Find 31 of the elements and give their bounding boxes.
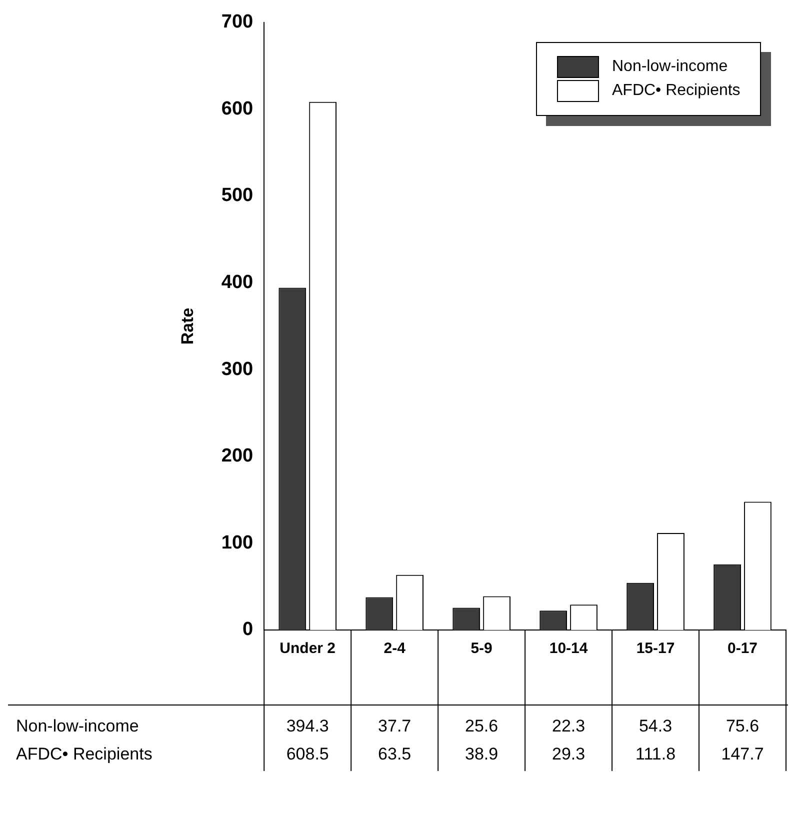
data-label: 25.6 (465, 716, 498, 736)
data-label: 37.7 (378, 716, 412, 736)
y-tick-label: 600 (221, 98, 254, 120)
x-tick-label: 2-4 (384, 640, 406, 658)
data-label: 63.5 (378, 744, 412, 764)
y-tick-label: 100 (221, 532, 254, 554)
x-tick-label: Under 2 (280, 640, 336, 658)
legend-label: AFDC• Recipients (612, 82, 740, 100)
x-tick-label: 15-17 (636, 640, 675, 658)
data-label: 75.6 (726, 716, 760, 736)
data-label: 147.7 (721, 744, 764, 764)
text: AFDC• Recipients (16, 744, 152, 764)
x-tick-label: 0-17 (727, 640, 758, 658)
x-tick-label: 5-9 (470, 640, 492, 658)
data-label: 38.9 (465, 744, 498, 764)
data-label: 394.3 (286, 716, 329, 736)
text: Non-low-income (16, 716, 139, 736)
y-axis-title: Rate (178, 308, 197, 345)
y-tick-label: 700 (221, 12, 254, 33)
legend-label: Non-low-income (612, 58, 728, 76)
y-tick-label: 300 (221, 358, 254, 380)
data-label: 608.5 (286, 744, 329, 764)
data-label: 111.8 (636, 744, 676, 764)
data-label: 22.3 (552, 716, 586, 736)
y-tick-label: 500 (221, 185, 254, 206)
x-tick-label: 10-14 (549, 640, 588, 658)
y-tick-label: 0 (242, 619, 254, 640)
y-tick-label: 400 (221, 272, 254, 294)
y-tick-label: 200 (221, 446, 254, 467)
data-label: 54.3 (638, 716, 672, 736)
data-label: 29.3 (552, 744, 586, 764)
